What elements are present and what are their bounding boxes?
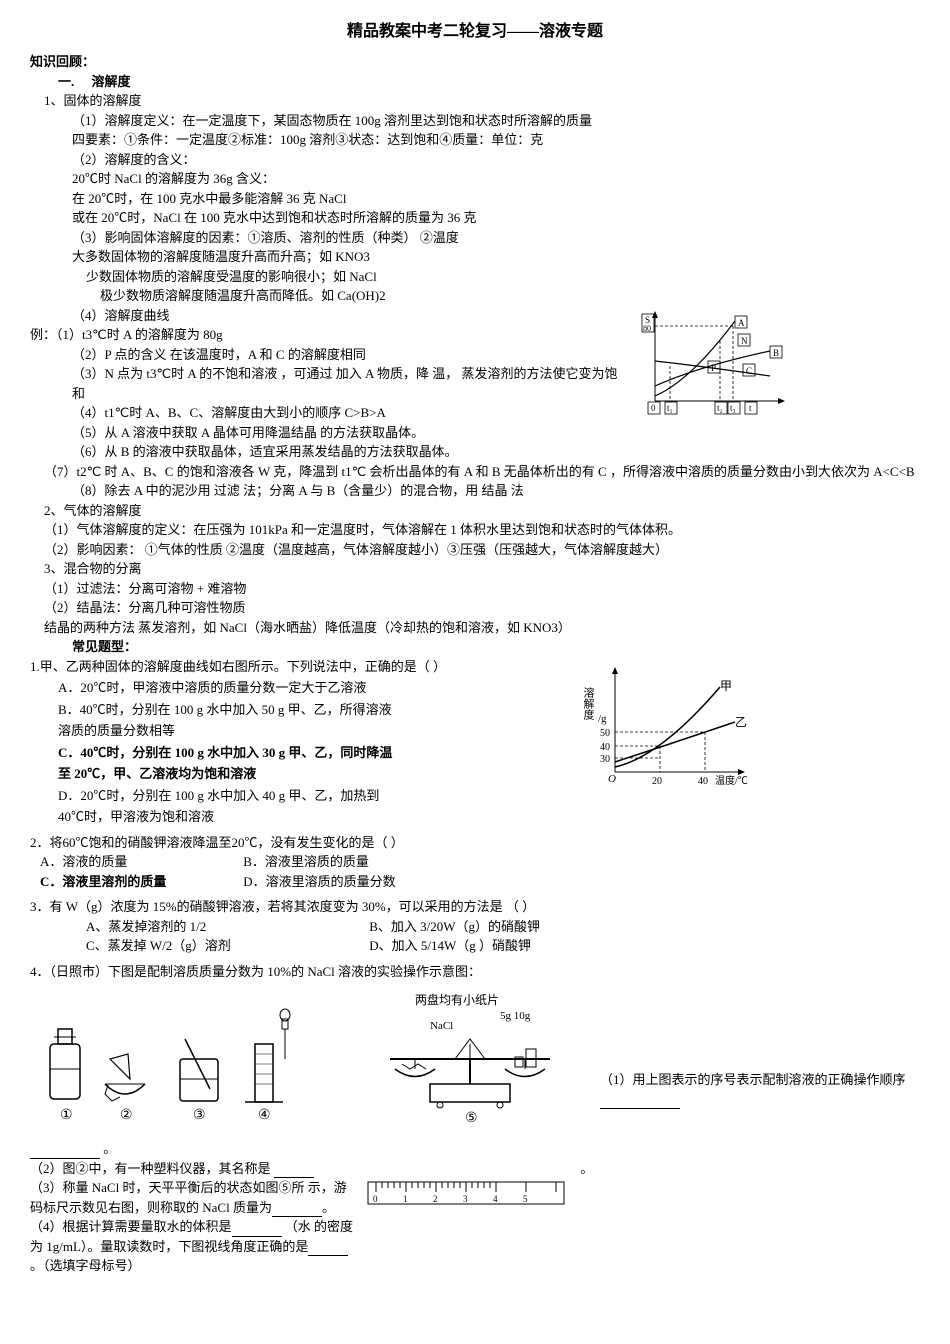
q4-p4post: 。（选填字母标号） bbox=[30, 1258, 141, 1273]
q2-B: B．溶液里溶质的质量 bbox=[243, 854, 369, 869]
q3-D: D、加入 5/14W（g ）硝酸钾 bbox=[369, 938, 531, 953]
svg-text:t₁: t₁ bbox=[667, 403, 673, 413]
svg-text:③: ③ bbox=[193, 1108, 206, 1123]
q2-C: C．溶液里溶剂的质量 bbox=[40, 872, 240, 892]
p10: 极少数物质溶解度随温度升高而降低。如 Ca(OH)2 bbox=[100, 286, 920, 306]
svg-text:40: 40 bbox=[698, 776, 708, 787]
p3: （2）溶解度的含义： bbox=[72, 150, 920, 170]
ex-label: 例： bbox=[30, 327, 56, 342]
e1: （1）t3℃时 A 的溶解度为 80g bbox=[56, 327, 223, 342]
review-label: 知识回顾： bbox=[30, 52, 920, 72]
svg-text:1: 1 bbox=[403, 1194, 408, 1204]
q4-p2post: 。 bbox=[580, 1161, 593, 1176]
p2: 四要素：①条件：一定温度②标准：100g 溶剂③状态：达到饱和④质量：单位：克 bbox=[72, 130, 920, 150]
q1-A: A．20℃时，甲溶液中溶质的质量分数一定大于乙溶液 bbox=[58, 678, 920, 698]
svg-text:①: ① bbox=[60, 1108, 73, 1123]
m3: 结晶的两种方法 蒸发溶剂，如 NaCl（海水晒盐）降低温度（冷却热的饱和溶液，如… bbox=[44, 618, 920, 638]
g2: （2）影响因素： ①气体的性质 ②温度（温度越高，气体溶解度越小）③压强（压强越… bbox=[44, 540, 920, 560]
q2-A: A．溶液的质量 bbox=[40, 852, 240, 872]
q4-p1: （1）用上图表示的序号表示配制溶液的正确操作顺序 bbox=[600, 1072, 906, 1087]
e7: （7）t2℃ 时 A、B、C 的饱和溶液各 W 克，降温到 t1℃ 会析出晶体的… bbox=[44, 462, 920, 482]
svg-text:20: 20 bbox=[652, 776, 662, 787]
svg-text:C: C bbox=[746, 366, 752, 376]
page-title: 精品教案中考二轮复习——溶液专题 bbox=[30, 20, 920, 44]
svg-text:P: P bbox=[711, 363, 716, 373]
q1-C: C．40℃时，分别在 100 g 水中加入 30 g 甲、乙，同时降温 bbox=[58, 743, 920, 763]
t1: 1、固体的溶解度 bbox=[44, 91, 920, 111]
t3: 3、混合物的分离 bbox=[44, 559, 920, 579]
t2: 2、气体的溶解度 bbox=[44, 501, 920, 521]
svg-text:50: 50 bbox=[600, 728, 610, 739]
p1: （1）溶解度定义：在一定温度下，某固态物质在 100g 溶剂里达到饱和状态时所溶… bbox=[72, 111, 920, 131]
svg-text:N: N bbox=[741, 336, 748, 346]
svg-text:温度/℃: 温度/℃ bbox=[715, 774, 748, 787]
solubility-graph-1: S 80 0 t₁ t₂ t₃ t A B C N P bbox=[630, 306, 800, 416]
apparatus-figure: ① ② ③ ④ 两盘均有小纸片 5g 10g NaCl bbox=[30, 989, 590, 1139]
p5: 在 20℃时，在 100 克水中最多能溶解 36 克 NaCl bbox=[72, 189, 920, 209]
e6: （6）从 B 的溶液中获取晶体，适宜采用蒸发结晶的方法获取晶体。 bbox=[72, 442, 920, 462]
svg-text:0: 0 bbox=[373, 1194, 378, 1204]
svg-text:30: 30 bbox=[600, 754, 610, 765]
svg-text:5g 10g: 5g 10g bbox=[500, 1010, 531, 1022]
p9: 少数固体物质的溶解度受温度的影响很小；如 NaCl bbox=[86, 267, 920, 287]
svg-text:/g: /g bbox=[598, 713, 607, 725]
q2-stem: 2．将60℃饱和的硝酸钾溶液降温至20℃，没有发生变化的是（ ） bbox=[30, 833, 920, 853]
svg-text:O: O bbox=[608, 773, 616, 785]
q3-stem: 3．有 W（g）浓度为 15%的硝酸钾溶液，若将其浓度变为 30%，可以采用的方… bbox=[30, 897, 920, 917]
p6: 或在 20℃时，NaCl 在 100 克水中达到饱和状态时所溶解的质量为 36 … bbox=[72, 208, 920, 228]
solubility-graph-2: 溶解度 /g 50 40 30 甲 乙 O 20 40 温度/℃ bbox=[580, 662, 760, 792]
ruler-scale: 0 1 2 3 4 5 bbox=[366, 1180, 566, 1210]
svg-text:NaCl: NaCl bbox=[430, 1020, 453, 1032]
svg-text:乙: 乙 bbox=[735, 715, 747, 729]
svg-text:t₂: t₂ bbox=[717, 403, 723, 413]
e5: （5）从 A 溶液中获取 A 晶体可用降温结晶 的方法获取晶体。 bbox=[72, 423, 920, 443]
q4-p2pre: （2）图②中，有一种塑料仪器，其名称是 bbox=[30, 1161, 271, 1176]
q1-B: B．40℃时，分别在 100 g 水中加入 50 g 甲、乙，所得溶液 bbox=[58, 700, 920, 720]
svg-text:40: 40 bbox=[600, 742, 610, 753]
svg-text:④: ④ bbox=[258, 1108, 271, 1123]
q4-stem: 4．（日照市）下图是配制溶质质量分数为 10%的 NaCl 溶液的实验操作示意图… bbox=[30, 962, 920, 982]
qtype: 常见题型： bbox=[72, 637, 920, 657]
q1-Dcont: 40℃时，甲溶液为饱和溶液 bbox=[58, 807, 920, 827]
svg-text:5: 5 bbox=[523, 1194, 528, 1204]
svg-text:甲: 甲 bbox=[720, 679, 732, 693]
q1-D: D．20℃时，分别在 100 g 水中加入 40 g 甲、乙，加热到 bbox=[58, 786, 920, 806]
svg-text:溶解度: 溶解度 bbox=[582, 685, 595, 720]
chap1-name: 溶解度 bbox=[92, 74, 131, 89]
q1-Bcont: 溶质的质量分数相等 bbox=[58, 721, 920, 741]
m2: （2）结晶法：分离几种可溶性物质 bbox=[44, 598, 920, 618]
chap1-num: 一. bbox=[58, 74, 74, 89]
q4-p3post: 。 bbox=[322, 1200, 335, 1215]
svg-text:A: A bbox=[738, 318, 745, 328]
g1: （1）气体溶解度的定义：在压强为 101kPa 和一定温度时，气体溶解在 1 体… bbox=[44, 520, 920, 540]
e8: （8）除去 A 中的泥沙用 过滤 法；分离 A 与 B（含量少）的混合物，用 结… bbox=[72, 481, 920, 501]
m1: （1）过滤法：分离可溶物 + 难溶物 bbox=[44, 579, 920, 599]
svg-text:B: B bbox=[773, 348, 779, 358]
q3-C: C、蒸发掉 W/2（g）溶剂 bbox=[86, 936, 366, 956]
svg-text:t: t bbox=[749, 403, 752, 413]
q3-A: A、蒸发掉溶剂的 1/2 bbox=[86, 917, 366, 937]
svg-text:4: 4 bbox=[493, 1194, 498, 1204]
svg-text:②: ② bbox=[120, 1108, 133, 1123]
svg-text:3: 3 bbox=[463, 1194, 468, 1204]
q4-p1cont: 。 bbox=[103, 1141, 116, 1156]
svg-text:80: 80 bbox=[643, 324, 651, 333]
q2-D: D．溶液里溶质的质量分数 bbox=[243, 874, 395, 889]
svg-text:t₃: t₃ bbox=[730, 403, 736, 413]
q4-p4: （4）根据计算需要量取水的体积是 bbox=[30, 1219, 232, 1234]
p7: （3）影响固体溶解度的因素：①溶质、溶剂的性质（种类） ②温度 bbox=[72, 228, 920, 248]
svg-text:⑤: ⑤ bbox=[465, 1111, 478, 1126]
p8: 大多数固体物的溶解度随温度升高而升高；如 KNO3 bbox=[72, 247, 920, 267]
svg-text:0: 0 bbox=[651, 403, 656, 413]
q1-Ccont: 至 20℃，甲、乙溶液均为饱和溶液 bbox=[58, 764, 920, 784]
svg-text:2: 2 bbox=[433, 1194, 438, 1204]
q1-stem: 1.甲、乙两种固体的溶解度曲线如右图所示。下列说法中，正确的是（ ） bbox=[30, 657, 920, 677]
q3-B: B、加入 3/20W（g）的硝酸钾 bbox=[369, 919, 540, 934]
p4: 20℃时 NaCl 的溶解度为 36g 含义： bbox=[72, 169, 920, 189]
svg-text:两盘均有小纸片: 两盘均有小纸片 bbox=[415, 992, 499, 1007]
